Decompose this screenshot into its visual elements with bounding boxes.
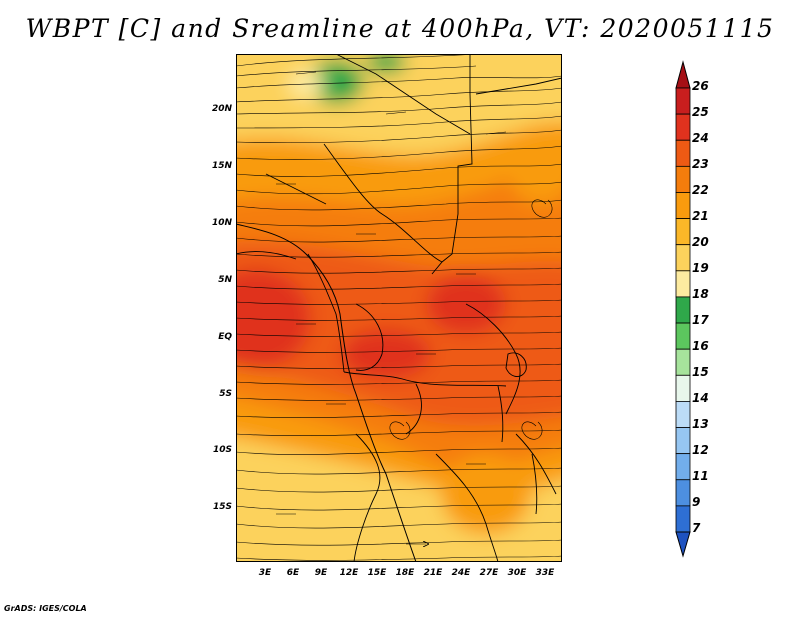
lat-label-5s: 5S bbox=[219, 389, 232, 399]
lon-label-12e: 12E bbox=[339, 568, 359, 578]
streamlines bbox=[236, 54, 562, 561]
lon-label-6e: 6E bbox=[286, 568, 300, 578]
colorbar-label-11: 11 bbox=[692, 469, 709, 483]
colorbar-label-13: 13 bbox=[692, 417, 709, 431]
lake-malawi bbox=[531, 453, 538, 515]
colorbar-label-18: 18 bbox=[692, 287, 709, 301]
lat-label-15n: 15N bbox=[211, 161, 232, 171]
lat-label-15s: 15S bbox=[212, 502, 232, 512]
colorbar-bin bbox=[675, 244, 691, 272]
colorbar-label-26: 26 bbox=[692, 79, 709, 93]
colorbar-label-9: 9 bbox=[692, 495, 701, 509]
colorbar-bin bbox=[675, 348, 691, 376]
lat-label-10n: 10N bbox=[211, 218, 232, 228]
lat-label-10s: 10S bbox=[212, 445, 232, 455]
lon-label-15e: 15E bbox=[367, 568, 387, 578]
lon-label-27e: 27E bbox=[479, 568, 499, 578]
map-panel bbox=[236, 54, 562, 562]
lon-label-33e: 33E bbox=[535, 568, 555, 578]
lat-label-20n: 20N bbox=[211, 104, 232, 114]
lon-label-24e: 24E bbox=[451, 568, 471, 578]
colorbar-bin bbox=[675, 139, 691, 167]
lon-label-30e: 30E bbox=[507, 568, 527, 578]
colorbar-label-21: 21 bbox=[692, 209, 709, 223]
chart-title: WBPT [C] and Sreamline at 400hPa, VT: 20… bbox=[25, 14, 775, 43]
colorbar-label-16: 16 bbox=[692, 339, 709, 353]
map-border bbox=[236, 54, 562, 562]
colorbar-bin bbox=[675, 218, 691, 246]
colorbar-label-23: 23 bbox=[692, 157, 709, 171]
streamline-arrows bbox=[276, 71, 507, 544]
colorbar-bin bbox=[675, 401, 691, 428]
country-borders bbox=[236, 54, 562, 562]
colorbar-label-20: 20 bbox=[692, 235, 709, 249]
colorbar-bin bbox=[675, 427, 691, 455]
lake-victoria bbox=[505, 352, 527, 377]
colorbar-arrow-bottom bbox=[675, 531, 691, 558]
grads-credit: GrADS: IGES/COLA bbox=[4, 604, 87, 613]
colorbar-bin bbox=[675, 479, 691, 507]
colorbar-arrow-top bbox=[675, 60, 691, 89]
coastline bbox=[236, 223, 417, 562]
lon-label-9e: 9E bbox=[314, 568, 328, 578]
colorbar-label-12: 12 bbox=[692, 443, 709, 457]
lon-label-21e: 21E bbox=[423, 568, 443, 578]
colorbar-bin bbox=[675, 322, 691, 350]
colorbar-bin bbox=[675, 374, 691, 402]
wbpt-shading bbox=[236, 54, 562, 562]
colorbar-label-25: 25 bbox=[692, 105, 709, 119]
colorbar-label-7: 7 bbox=[692, 521, 701, 535]
colorbar-bin bbox=[675, 453, 691, 481]
colorbar-label-17: 17 bbox=[692, 313, 709, 327]
colorbar-bin bbox=[675, 296, 691, 324]
colorbar bbox=[675, 60, 691, 558]
colorbar-label-15: 15 bbox=[692, 365, 709, 379]
lake-tanganyika bbox=[497, 385, 504, 443]
colorbar-bin bbox=[675, 270, 691, 298]
colorbar-label-22: 22 bbox=[692, 183, 709, 197]
lat-label-5n: 5N bbox=[218, 275, 232, 285]
lat-label-eq: EQ bbox=[218, 332, 232, 342]
colorbar-bin bbox=[675, 165, 691, 193]
colorbar-label-14: 14 bbox=[692, 391, 709, 405]
wbpt-streamline-map bbox=[236, 54, 562, 562]
colorbar-bin bbox=[675, 87, 691, 115]
colorbar-label-19: 19 bbox=[692, 261, 709, 275]
colorbar-bin bbox=[675, 505, 691, 533]
colorbar-bin bbox=[675, 192, 691, 219]
lon-label-18e: 18E bbox=[395, 568, 415, 578]
lon-label-3e: 3E bbox=[258, 568, 272, 578]
colorbar-bin bbox=[675, 113, 691, 141]
colorbar-label-24: 24 bbox=[692, 131, 709, 145]
